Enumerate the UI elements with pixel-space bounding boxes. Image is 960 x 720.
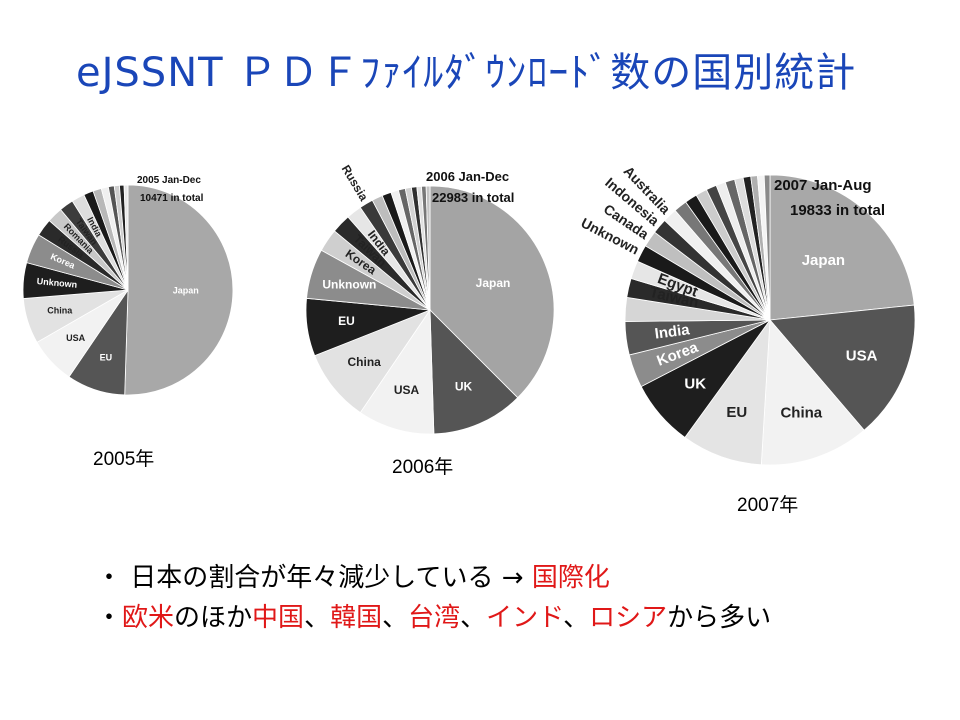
year-label-2006: 2006年 [392,457,454,478]
year-label-2005: 2005年 [93,449,155,470]
bullet-segment: インド [486,603,564,633]
bullet-segment: ロシア [589,603,668,633]
bullet-segment: 、 [563,603,590,633]
bullet-list: ・ 日本の割合が年々減少している → 国際化 ・欧米のほか中国、韓国、台湾、イン… [96,558,936,638]
slice-label: USA [846,348,878,365]
slice-label: UK [455,380,473,394]
pie-slice-japan [124,184,234,396]
bullet-segment: から多い [667,603,772,633]
chart-period: 2007 Jan-Aug [774,177,872,194]
slice-label: Russia [339,162,371,203]
slide-title: eJSSNT ＰＤＦﾌｧｲﾙﾀﾞｳﾝﾛｰﾄﾞ数の国別統計 [76,50,857,96]
pie-1: JapanUKUSAChinaEUUnknownKoreaTaiwanIndia… [305,162,555,435]
chart-total: 22983 in total [432,190,514,205]
bullet-item: ・欧米のほか中国、韓国、台湾、インド、ロシアから多い [96,598,936,638]
slice-label: Japan [476,276,511,290]
chart-period: 2006 Jan-Dec [426,169,509,184]
slice-label: USA [66,333,86,343]
slice-label: USA [394,383,420,397]
bullet-segment: のほか [174,603,253,633]
bullet-segment: 、 [460,603,487,633]
pie-2: JapanUSAChinaEUUKKoreaIndiaTaiwanEgyptUn… [579,163,916,466]
bullet-segment: 、 [382,603,409,633]
bullet-segment: 韓国 [330,603,383,633]
slice-label: UK [684,375,706,392]
slice-label: China [47,306,73,316]
slice-label: China [780,404,822,421]
bullet-segment: 国際化 [531,563,610,593]
chart-total: 10471 in total [140,193,204,204]
pie-slice-usa [359,308,435,435]
pie-slice-uk [429,309,519,435]
slice-label: Unknown [322,277,376,291]
pie-slice-usa [769,304,916,431]
pie-slice-china [760,318,865,466]
bullet-segment: 中国 [252,603,305,633]
bullet-segment: 、 [304,603,331,633]
pie-slice [763,174,771,321]
slice-label: China [348,355,382,369]
pie-slice-japan [429,185,555,399]
chart-total: 19833 in total [790,202,885,219]
slice-label: Japan [173,285,199,295]
year-label-2007: 2007年 [737,495,799,516]
slice-label: Japan [802,252,845,269]
bullet-segment: 欧米 [122,603,175,633]
slice-label: Unknown [36,276,77,290]
bullet-segment: ・ [96,603,123,633]
slice-label: EU [338,314,355,328]
bullet-segment: 台湾 [408,603,461,633]
slice-label: EU [726,404,747,421]
slice-label: EU [100,352,113,362]
bullet-segment: ・ 日本の割合が年々減少している → [96,563,532,593]
pie-slice [425,185,431,311]
pie-slice-eu [684,318,771,466]
pie-slice-japan [769,174,915,321]
bullet-item: ・ 日本の割合が年々減少している → 国際化 [96,558,936,598]
pie-slice [123,184,129,291]
chart-period: 2005 Jan-Dec [137,175,201,186]
slice-label: India [654,321,692,342]
pie-0: JapanEUUSAChinaUnknownKoreaRussiaRomania… [22,175,234,396]
